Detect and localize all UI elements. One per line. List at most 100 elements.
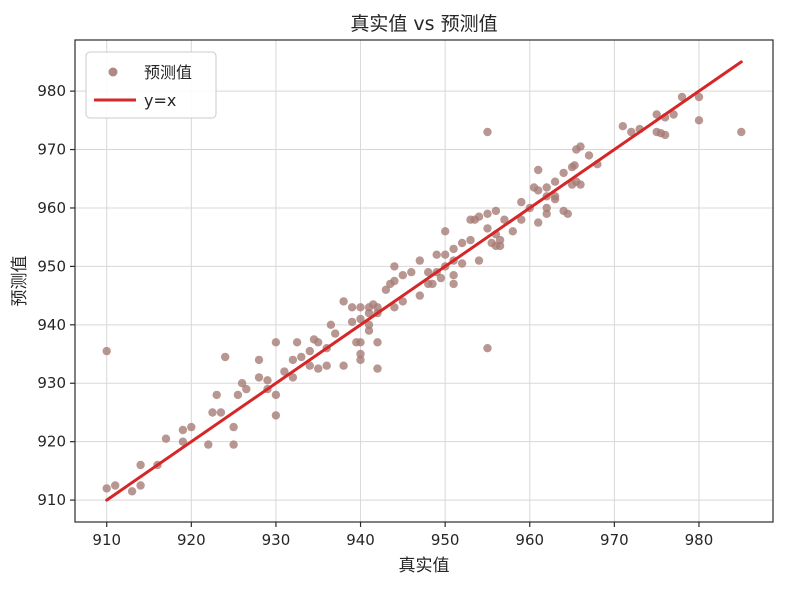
scatter-point [263,376,272,385]
scatter-point [534,218,543,227]
scatter-point [187,422,196,432]
scatter-point [178,437,188,446]
scatter-point [229,422,238,432]
scatter-point [508,227,517,236]
scatter-point [390,303,399,312]
scatter-point [398,271,407,280]
scatter-point [542,209,551,218]
scatter-point [331,329,340,338]
scatter-point [694,116,704,125]
scatter-point [495,241,505,251]
scatter-point [449,279,458,289]
y-tick-label: 920 [37,433,66,451]
scatter-point [127,487,137,496]
scatter-point [314,364,323,373]
scatter-point [618,122,627,131]
scatter-point [288,355,298,365]
scatter-point [694,92,704,102]
identity-line [105,60,743,502]
chart-title: 真实值 vs 预测值 [350,13,497,35]
scatter-point [271,411,281,420]
scatter-point [178,425,188,435]
scatter-point [233,390,243,400]
scatter-point [161,434,171,443]
scatter-point [576,180,585,189]
scatter-point [242,384,251,394]
scatter-series [102,92,746,496]
scatter-point [500,215,509,224]
x-tick-label: 920 [177,531,206,549]
scatter-point [339,361,348,370]
scatter-point [229,440,238,449]
scatter-point [415,256,424,265]
scatter-point [570,161,579,170]
scatter-point [322,361,331,370]
y-tick-label: 930 [37,374,66,392]
y-tick-label: 980 [37,82,66,100]
y-axis-label: 预测值 [10,256,30,307]
scatter-point [563,209,572,218]
scatter-point [737,127,746,137]
scatter-point [204,440,213,449]
scatter-point [339,297,348,306]
scatter-point [495,235,505,245]
scatter-point [441,250,450,259]
scatter-point [474,256,484,265]
scatter-point [356,349,365,359]
scatter-point [280,367,289,376]
scatter-point [677,92,687,102]
scatter-point [364,308,374,318]
scatter-point [356,338,365,347]
scatter-point [517,197,526,207]
scatter-point [288,373,298,382]
scatter-point [457,238,467,248]
scatter-point [390,262,399,271]
scatter-point [576,142,585,151]
scatter-point [373,303,382,312]
scatter-point [542,203,551,213]
scatter-point [457,259,467,268]
scatter-point [449,244,458,254]
scatter-point [466,235,475,245]
scatter-point [550,177,560,186]
legend-label-scatter: 预测值 [144,63,192,82]
legend-marker-dot [108,67,118,77]
scatter-point [271,390,281,400]
tick-marks [70,90,700,527]
scatter-point [102,484,111,493]
scatter-point [483,127,492,137]
scatter-point [483,224,492,233]
x-tick-label: 960 [515,531,544,549]
scatter-point [424,268,433,277]
scatter-point [415,291,424,300]
x-tick-label: 970 [600,531,629,549]
scatter-point [491,206,501,216]
plot-frame [74,39,774,523]
scatter-point [314,338,323,347]
legend-label-line: y=x [144,91,176,110]
scatter-point [347,303,357,312]
scatter-point [550,192,560,201]
gridlines [75,40,773,522]
scatter-point [292,338,302,347]
scatter-point [436,273,446,283]
scatter-point [381,285,391,294]
x-tick-label: 930 [262,531,291,549]
x-axis-label: 真实值 [399,556,450,576]
scatter-point [627,127,636,137]
scatter-point [237,379,247,388]
scatter-point [364,320,374,329]
scatter-point [347,317,357,327]
x-tick-label: 910 [92,531,121,549]
scatter-point [542,183,551,192]
scatter-point [373,364,382,373]
scatter-point [136,481,145,490]
scatter-point [216,408,226,417]
tick-labels: 910 920 930 940 950 960 970 980 910 920 930 940 950 9… [37,82,713,549]
x-tick-label: 940 [346,531,375,549]
identity-line-group [105,60,743,502]
scatter-point [534,186,543,195]
scatter-point [305,361,314,370]
